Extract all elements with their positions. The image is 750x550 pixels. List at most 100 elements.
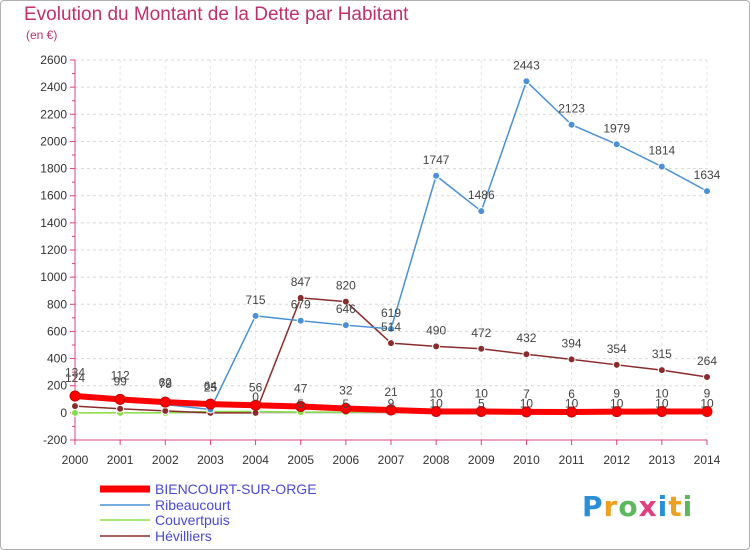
y-tick-label: 1600 [40, 189, 67, 203]
data-point-h-villiers [341, 297, 350, 306]
x-tick-label: 2000 [62, 453, 89, 467]
data-point-biencourt-sur-orge [430, 406, 442, 417]
data-label: 2443 [513, 58, 540, 72]
data-point-ribeaucourt [612, 140, 621, 149]
y-tick-label: 0 [60, 406, 67, 420]
data-point-biencourt-sur-orge [204, 398, 216, 410]
data-label: 124 [65, 371, 85, 385]
data-point-biencourt-sur-orge [656, 406, 668, 417]
data-point-ribeaucourt [657, 162, 666, 171]
data-point-h-villiers [522, 350, 531, 359]
data-label: 5 [297, 397, 304, 411]
x-tick-label: 2004 [242, 453, 269, 467]
data-label: 5 [343, 397, 350, 411]
data-label: 1979 [603, 121, 630, 135]
chart-title: Evolution du Montant de la Dette par Hab… [24, 4, 409, 25]
x-tick-label: 2003 [197, 453, 224, 467]
data-label: 32 [339, 384, 353, 398]
data-label: 1814 [649, 144, 676, 158]
y-tick-label: 2600 [40, 53, 67, 67]
data-point-couvertpuis [71, 408, 79, 417]
y-tick-label: -200 [43, 433, 67, 447]
data-label: 0 [252, 390, 259, 404]
data-point-ribeaucourt [387, 324, 395, 333]
data-label: 1486 [468, 188, 495, 202]
data-point-h-villiers [296, 293, 305, 302]
x-tick-label: 2007 [378, 453, 405, 467]
x-tick-label: 2009 [468, 453, 495, 467]
data-point-ribeaucourt [296, 316, 305, 325]
data-point-biencourt-sur-orge [475, 406, 487, 417]
data-point-biencourt-sur-orge [250, 399, 262, 411]
data-label: 10 [655, 397, 669, 411]
legend-label-biencourt-sur-orge: BIENCOURT-SUR-ORGE [155, 481, 317, 497]
data-point-ribeaucourt [703, 187, 711, 196]
y-tick-label: 400 [47, 352, 67, 366]
data-point-h-villiers [477, 344, 486, 353]
y-tick-label: 600 [47, 324, 67, 338]
data-label: 2123 [558, 102, 585, 116]
data-point-biencourt-sur-orge [295, 400, 307, 412]
data-label: 64 [204, 379, 218, 393]
data-label: 10 [565, 397, 579, 411]
data-point-ribeaucourt [432, 171, 441, 180]
x-tick-label: 2006 [333, 453, 360, 467]
data-point-ribeaucourt [477, 207, 486, 216]
data-label: 62 [159, 375, 173, 389]
data-point-ribeaucourt [341, 321, 350, 330]
y-tick-label: 1400 [40, 216, 67, 230]
data-point-biencourt-sur-orge [566, 406, 578, 418]
data-label: 10 [475, 387, 489, 401]
data-label: 6 [568, 387, 575, 401]
data-label: 715 [246, 293, 266, 307]
data-point-ribeaucourt [251, 311, 260, 320]
data-label: 1747 [423, 153, 450, 167]
data-point-biencourt-sur-orge [701, 406, 713, 417]
data-point-biencourt-sur-orge [114, 393, 126, 405]
y-tick-label: 1000 [40, 270, 67, 284]
data-label: 99 [113, 374, 127, 388]
legend-label-ribeaucourt: Ribeaucourt [155, 497, 231, 513]
data-point-biencourt-sur-orge [611, 406, 623, 418]
data-point-biencourt-sur-orge [340, 403, 352, 415]
data-label: 354 [607, 342, 627, 356]
y-tick-label: 200 [47, 379, 67, 393]
legend-label-h-villiers: Hévilliers [155, 528, 212, 544]
legend-label-couvertpuis: Couvertpuis [155, 512, 230, 528]
data-label: 10 [655, 387, 669, 401]
data-point-h-villiers [116, 404, 125, 413]
proxiti-logo: Proxiti [582, 490, 694, 523]
data-label: 10 [700, 397, 714, 411]
y-tick-label: 1200 [40, 243, 67, 257]
x-tick-label: 2013 [649, 453, 676, 467]
data-point-h-villiers [387, 339, 395, 348]
x-tick-label: 2001 [107, 453, 134, 467]
y-tick-label: 2200 [40, 107, 67, 121]
data-label: 7 [523, 387, 530, 401]
data-label: 79 [159, 377, 173, 391]
data-label: 10 [429, 387, 443, 401]
data-label: 619 [381, 306, 401, 320]
y-tick-label: 2400 [40, 80, 67, 94]
data-point-h-villiers [703, 373, 711, 382]
data-label: 112 [111, 369, 130, 383]
data-label: 1634 [694, 168, 721, 182]
chart-subtitle: (en €) [26, 28, 58, 42]
data-label: 9 [388, 397, 395, 411]
data-point-biencourt-sur-orge [520, 406, 532, 418]
data-label: 56 [249, 380, 263, 394]
x-tick-label: 2002 [152, 453, 179, 467]
x-tick-label: 2008 [423, 453, 450, 467]
data-label: 134 [65, 366, 85, 380]
data-label: 47 [294, 381, 308, 395]
data-label: 9 [613, 387, 620, 401]
data-point-h-villiers [432, 342, 441, 351]
data-point-biencourt-sur-orge [385, 404, 397, 416]
data-point-biencourt-sur-orge [159, 396, 171, 408]
data-label: 847 [291, 275, 311, 289]
data-label: 315 [652, 347, 672, 361]
x-tick-label: 2011 [559, 453, 585, 467]
data-label: 25 [204, 380, 218, 394]
